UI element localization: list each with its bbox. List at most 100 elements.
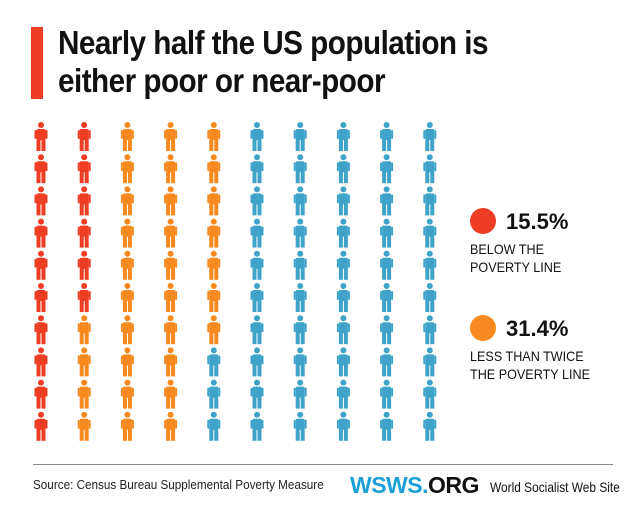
person-icon [164, 379, 178, 409]
person-icon [380, 411, 394, 441]
person-icon [34, 379, 48, 409]
title-accent-bar [31, 27, 43, 99]
legend-label: BELOW THE POVERTY LINE [470, 241, 562, 275]
person-icon [293, 186, 307, 216]
person-icon [423, 379, 437, 409]
person-icon [336, 218, 350, 248]
person-icon [423, 283, 437, 312]
person-icon [250, 347, 264, 377]
person-icon [207, 186, 221, 216]
person-icon [34, 347, 48, 377]
person-icon [77, 347, 91, 377]
person-icon [423, 411, 437, 441]
person-icon [34, 186, 48, 216]
legend-label: LESS THAN TWICE THE POVERTY LINE [470, 348, 590, 382]
person-icon [380, 347, 394, 377]
person-icon [207, 347, 221, 377]
person-icon [120, 315, 134, 345]
person-icon [207, 154, 221, 184]
person-icon [250, 411, 264, 441]
person-icon [164, 411, 178, 441]
person-icon [380, 186, 394, 216]
person-icon [293, 379, 307, 409]
person-icon [380, 154, 394, 184]
person-icon [423, 218, 437, 248]
person-icon [250, 122, 264, 151]
person-icon [423, 315, 437, 345]
person-icon [293, 250, 307, 280]
footer-divider [33, 464, 613, 465]
person-icon [120, 186, 134, 216]
person-icon [77, 411, 91, 441]
person-icon [423, 250, 437, 280]
person-icon [77, 379, 91, 409]
person-icon [120, 379, 134, 409]
person-icon [380, 122, 394, 151]
person-icon [207, 283, 221, 312]
person-icon [423, 122, 437, 151]
person-icon [34, 154, 48, 184]
legend-dot-red [470, 208, 496, 234]
person-icon [380, 218, 394, 248]
person-icon [120, 283, 134, 312]
person-icon [77, 186, 91, 216]
person-icon [250, 315, 264, 345]
person-icon [336, 250, 350, 280]
person-icon [423, 154, 437, 184]
person-icon [34, 411, 48, 441]
person-icon [120, 347, 134, 377]
person-icon [120, 122, 134, 151]
person-icon [336, 154, 350, 184]
person-icon [293, 218, 307, 248]
person-icon [336, 283, 350, 312]
legend-value: 15.5% [506, 209, 569, 234]
person-icon [380, 379, 394, 409]
person-icon [336, 411, 350, 441]
legend-dot-orange [470, 315, 496, 341]
person-icon [34, 315, 48, 345]
pictogram-grid [34, 122, 437, 441]
person-icon [164, 218, 178, 248]
person-icon [250, 154, 264, 184]
person-icon [164, 122, 178, 151]
legend-value: 31.4% [506, 316, 569, 341]
person-icon [336, 379, 350, 409]
person-icon [336, 186, 350, 216]
person-icon [336, 347, 350, 377]
person-icon [380, 315, 394, 345]
person-icon [34, 122, 48, 151]
chart-title: Nearly half the US population is either … [58, 24, 488, 99]
person-icon [250, 218, 264, 248]
person-icon [293, 283, 307, 312]
person-icon [336, 122, 350, 151]
person-icon [77, 250, 91, 280]
wsws-logo: WSWS.ORG [350, 472, 479, 498]
person-icon [164, 347, 178, 377]
person-icon [207, 250, 221, 280]
person-icon [164, 283, 178, 312]
person-icon [380, 283, 394, 312]
person-icon [207, 411, 221, 441]
person-icon [120, 154, 134, 184]
person-icon [120, 250, 134, 280]
person-icon [380, 250, 394, 280]
person-icon [77, 154, 91, 184]
person-icon [293, 411, 307, 441]
person-icon [207, 379, 221, 409]
person-icon [293, 154, 307, 184]
person-icon [34, 283, 48, 312]
person-icon [423, 186, 437, 216]
source-note: Source: Census Bureau Supplemental Pover… [33, 477, 324, 492]
person-icon [293, 315, 307, 345]
person-icon [250, 186, 264, 216]
person-icon [293, 347, 307, 377]
person-icon [34, 218, 48, 248]
person-icon [77, 218, 91, 248]
person-icon [164, 250, 178, 280]
person-icon [207, 122, 221, 151]
person-icon [164, 186, 178, 216]
person-icon [77, 283, 91, 312]
person-icon [120, 218, 134, 248]
person-icon [164, 154, 178, 184]
person-icon [207, 218, 221, 248]
